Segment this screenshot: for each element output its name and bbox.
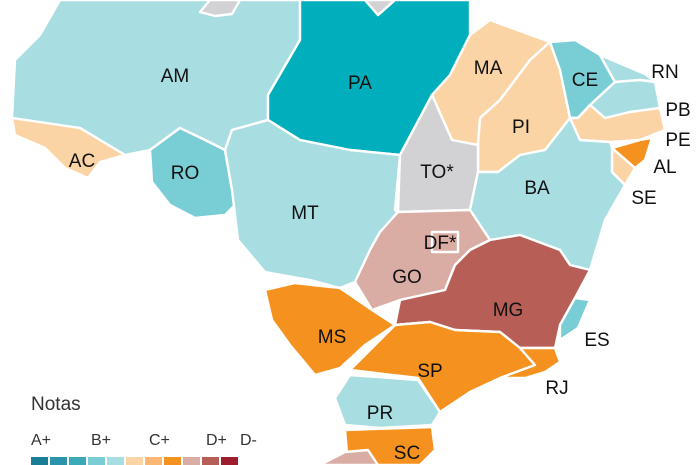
label-PR: PR xyxy=(367,403,393,424)
label-ES: ES xyxy=(584,330,609,351)
state-ES[interactable] xyxy=(558,296,592,342)
label-SC: SC xyxy=(394,443,420,464)
label-GO: GO xyxy=(392,267,422,288)
legend-swatch xyxy=(69,457,86,465)
label-RN: RN xyxy=(651,62,678,83)
state-AC[interactable] xyxy=(10,116,127,180)
label-SP: SP xyxy=(417,361,442,382)
legend-swatch xyxy=(50,457,67,465)
state-AP[interactable] xyxy=(363,0,397,17)
legend-swatch xyxy=(88,457,105,465)
state-DF[interactable] xyxy=(430,230,460,254)
label-BA: BA xyxy=(524,178,550,199)
label-MA: MA xyxy=(474,58,503,79)
legend-title: Notas xyxy=(31,394,81,415)
state-PR[interactable] xyxy=(333,373,442,430)
legend-swatch xyxy=(145,457,162,465)
state-MS[interactable] xyxy=(263,281,397,377)
label-MG: MG xyxy=(493,300,524,321)
label-RO: RO xyxy=(171,163,200,184)
label-CE: CE xyxy=(572,70,598,91)
label-SE: SE xyxy=(631,188,656,209)
legend-grade-d-plus: D+ xyxy=(206,432,227,449)
label-PI: PI xyxy=(512,117,530,138)
label-MT: MT xyxy=(291,203,319,224)
legend-swatch xyxy=(221,457,238,465)
state-MG[interactable] xyxy=(393,233,592,350)
legend-grade-c-plus: C+ xyxy=(149,432,170,449)
legend-grade-a-plus: A+ xyxy=(31,432,52,449)
label-AL: AL xyxy=(653,157,676,178)
label-AM: AM xyxy=(161,66,190,87)
legend-swatch xyxy=(164,457,181,465)
legend-swatch xyxy=(183,457,200,465)
label-RJ: RJ xyxy=(545,378,568,399)
legend-swatch xyxy=(126,457,143,465)
legend-swatch xyxy=(107,457,124,465)
legend-grade-b-plus: B+ xyxy=(91,432,112,449)
label-PE: PE xyxy=(665,130,690,151)
legend-grade-d-minus: D- xyxy=(240,432,257,449)
label-PB: PB xyxy=(665,100,690,121)
label-DF: DF* xyxy=(424,233,457,254)
state-RS[interactable] xyxy=(318,448,380,465)
legend-swatch xyxy=(31,457,48,465)
label-MS: MS xyxy=(318,327,347,348)
state-RR[interactable] xyxy=(198,0,242,18)
label-AC: AC xyxy=(69,151,95,172)
label-PA: PA xyxy=(348,73,372,94)
legend-swatch xyxy=(202,457,219,465)
state-RJ[interactable] xyxy=(498,346,562,380)
label-TO: TO* xyxy=(420,162,454,183)
